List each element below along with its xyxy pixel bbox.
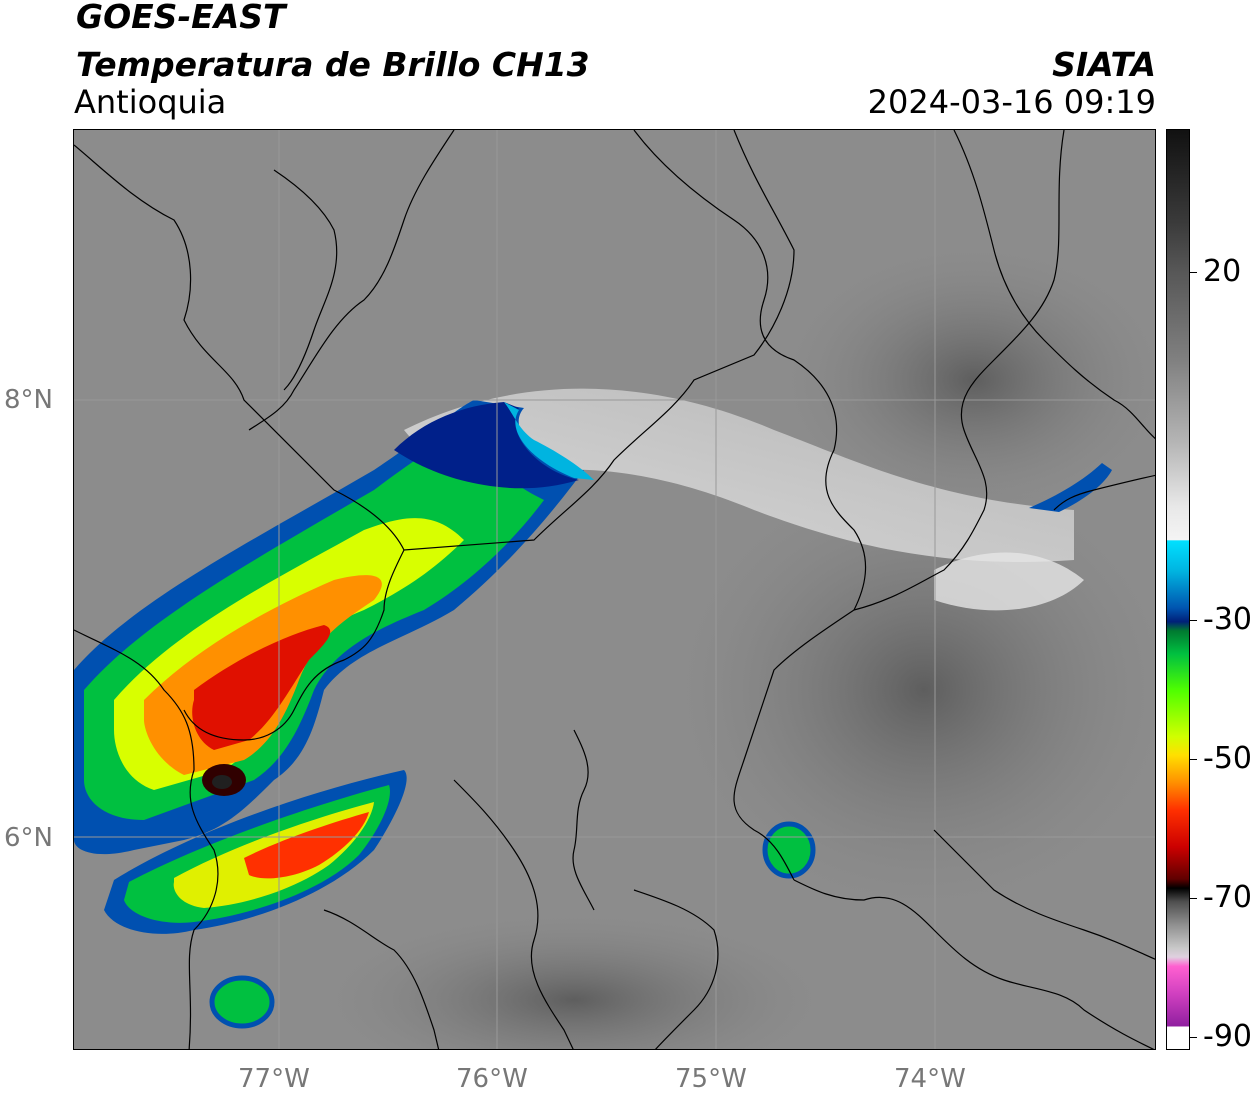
colorbar-tick-m50 — [1190, 759, 1197, 760]
colorbar — [1166, 129, 1190, 1050]
dark-warm-area-north — [774, 240, 1155, 520]
cell-south-green — [209, 975, 275, 1029]
colorbar-tick-m30 — [1190, 620, 1197, 621]
region-label: Antioquia — [74, 83, 227, 121]
storm-cap-blue — [394, 402, 579, 489]
lon-label-76w: 76°W — [456, 1064, 528, 1094]
colorbar-label-m90: -90 — [1203, 1019, 1252, 1054]
datetime-label: 2024-03-16 09:19 — [867, 83, 1156, 121]
agency-label: SIATA — [1052, 45, 1156, 84]
colorbar-tick-m90 — [1190, 1037, 1197, 1038]
cell-central-green — [762, 821, 816, 879]
colorbar-label-m70: -70 — [1203, 880, 1252, 915]
lon-label-74w: 74°W — [894, 1064, 966, 1094]
satellite-map — [73, 129, 1156, 1050]
colorbar-label-20: 20 — [1203, 254, 1242, 289]
map-canvas — [74, 130, 1155, 1049]
lat-label-6n: 6°N — [4, 823, 53, 853]
colorbar-label-m50: -50 — [1203, 741, 1252, 776]
lon-label-77w: 77°W — [238, 1064, 310, 1094]
lon-label-75w: 75°W — [675, 1064, 747, 1094]
colorbar-tick-m70 — [1190, 898, 1197, 899]
satellite-title: GOES-EAST — [76, 0, 286, 36]
colorbar-tick-20 — [1190, 272, 1197, 273]
cirrus-east — [934, 552, 1084, 611]
storm-south-red — [244, 812, 369, 879]
storm-cap-cyan — [504, 402, 594, 480]
colorbar-label-m30: -30 — [1203, 602, 1252, 637]
cell-east-blue — [1029, 463, 1112, 512]
product-title: Temperatura de Brillo CH13 — [76, 45, 590, 84]
boundaries — [74, 130, 1155, 1049]
storm-core-center — [212, 775, 232, 789]
dark-warm-area-south — [314, 910, 834, 1049]
lat-label-8n: 8°N — [4, 385, 53, 415]
cirrus-band — [404, 388, 1074, 562]
storm-red — [192, 625, 331, 750]
